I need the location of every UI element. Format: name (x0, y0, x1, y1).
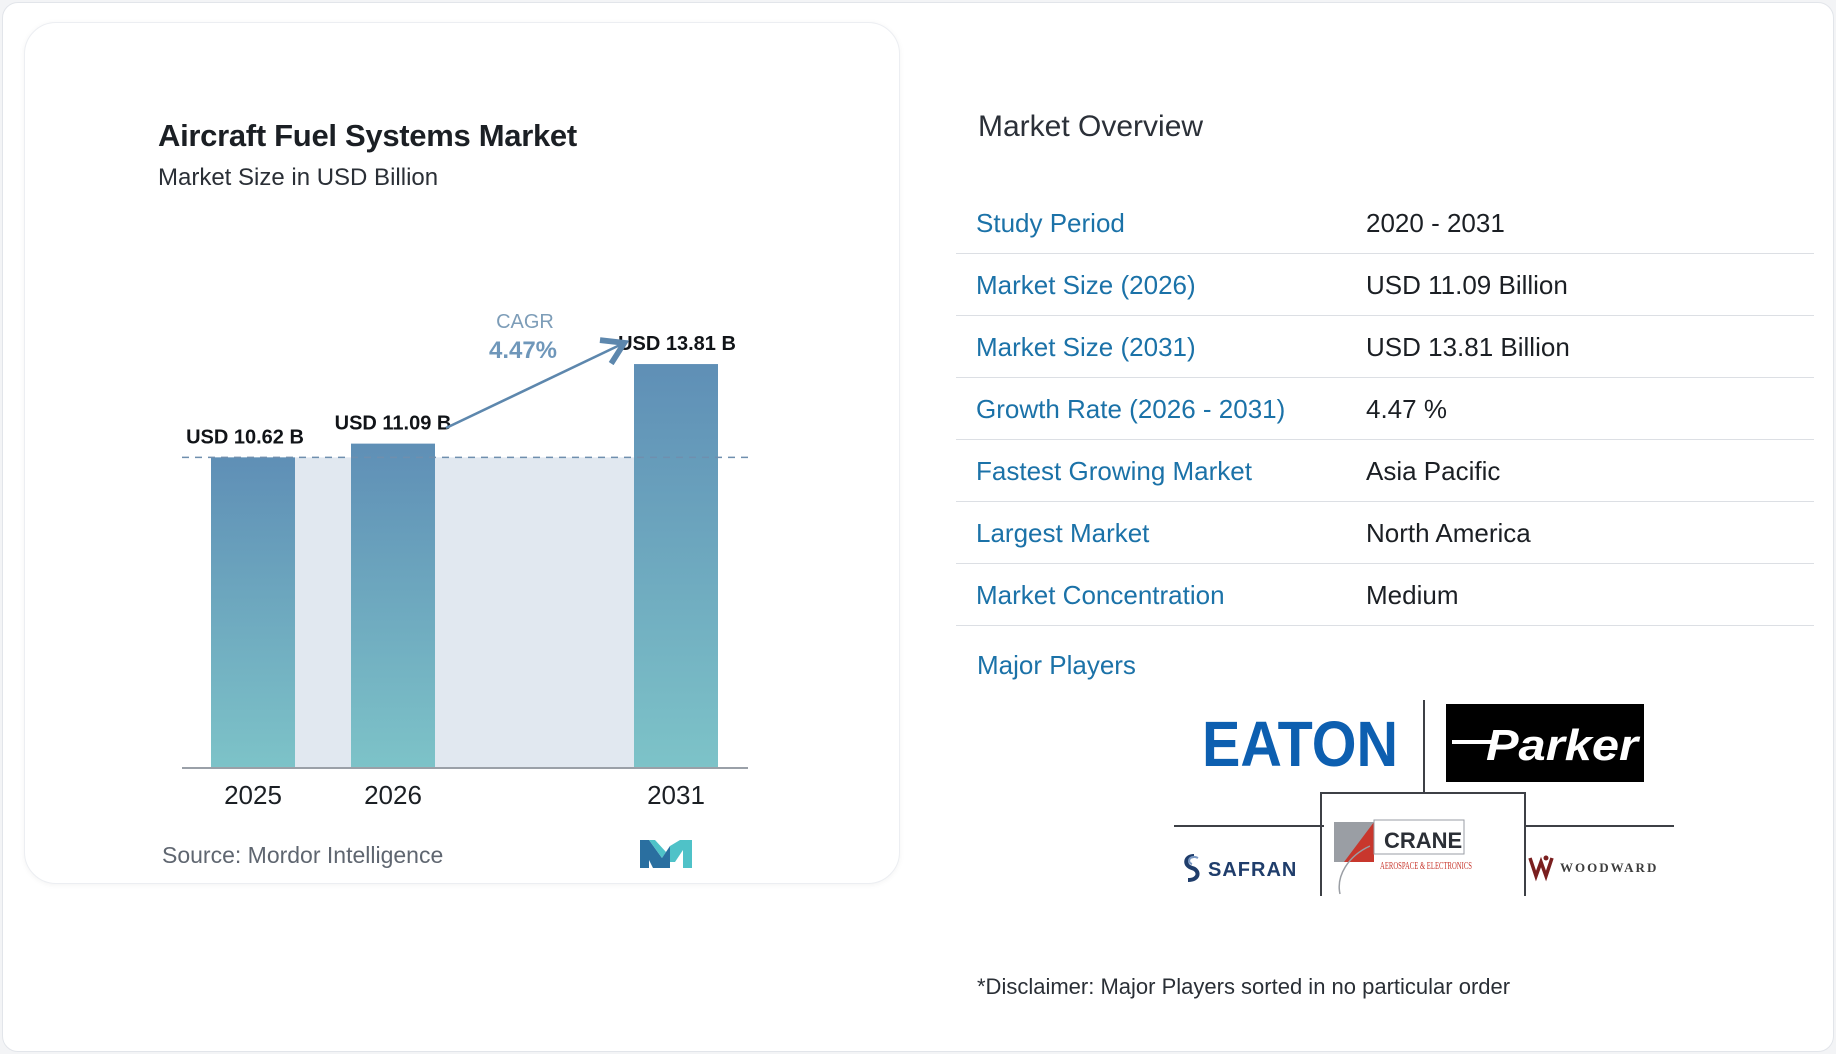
bar-2026 (351, 443, 435, 768)
logo-divider (1423, 700, 1425, 792)
row-value-growth-rate: 4.47 % (1366, 394, 1447, 424)
logo-divider (1524, 792, 1526, 896)
overview-title: Market Overview (978, 110, 1204, 143)
safran-wordmark: SAFRAN (1208, 859, 1297, 881)
overview-row: Growth Rate (2026 - 2031) 4.47 % (956, 378, 1814, 440)
overview-row: Market Size (2031) USD 13.81 Billion (956, 316, 1814, 378)
logo-divider (1174, 825, 1324, 827)
cagr-label: CAGR (496, 311, 554, 333)
row-key-market-size-2026: Market Size (2026) (976, 270, 1196, 300)
safran-logo-icon: SAFRAN (1184, 854, 1297, 882)
bar-2025 (211, 457, 295, 768)
row-value-market-concentration: Medium (1366, 580, 1459, 610)
tick-label-2026: 2026 (364, 780, 422, 810)
tick-label-2031: 2031 (647, 780, 705, 810)
overview-row: Largest Market North America (956, 502, 1814, 564)
overview-table: Study Period 2020 - 2031 Market Size (20… (956, 192, 1814, 626)
logo-divider (1320, 792, 1526, 794)
crane-logo-icon: CRANE AEROSPACE & ELECTRONICS (1334, 819, 1472, 895)
cagr-arrow (445, 337, 630, 430)
data-label-2026: USD 11.09 B (335, 413, 452, 435)
row-value-study-period: 2020 - 2031 (1366, 208, 1505, 238)
row-key-growth-rate: Growth Rate (2026 - 2031) (976, 394, 1286, 424)
logo-divider (1524, 825, 1674, 827)
row-key-largest-market: Largest Market (976, 518, 1150, 548)
row-key-market-size-2031: Market Size (2031) (976, 332, 1196, 362)
chart-subtitle: Market Size in USD Billion (158, 164, 439, 191)
overview-row: Market Size (2026) USD 11.09 Billion (956, 254, 1814, 316)
row-value-fastest-growing: Asia Pacific (1366, 456, 1501, 486)
tick-label-2025: 2025 (224, 780, 282, 810)
crane-wordmark: CRANE (1384, 828, 1462, 853)
crane-subtitle: AEROSPACE & ELECTRONICS (1380, 861, 1472, 872)
x-tick-labels: 2025 2026 2031 (224, 780, 705, 810)
overview-row: Study Period 2020 - 2031 (956, 192, 1814, 254)
logo-divider (1320, 792, 1322, 896)
data-label-2025: USD 10.62 B (186, 426, 304, 448)
major-players-logos: EATON Parker SAFRAN CRANE AEROSPACE & EL… (1170, 700, 1680, 900)
bars (211, 364, 718, 768)
bar-2031 (634, 364, 718, 768)
row-key-study-period: Study Period (976, 208, 1125, 238)
cagr-value: 4.47% (489, 337, 557, 364)
source-text: Source: Mordor Intelligence (162, 842, 444, 868)
row-value-market-size-2026: USD 11.09 Billion (1366, 270, 1568, 300)
woodward-wordmark: WOODWARD (1560, 860, 1658, 875)
mordor-intelligence-logo-icon (640, 840, 692, 868)
data-label-2031: USD 13.81 B (618, 333, 736, 355)
overview-row: Market Concentration Medium (956, 564, 1814, 626)
row-value-largest-market: North America (1366, 518, 1531, 548)
eaton-wordmark: EATON (1202, 712, 1398, 772)
row-value-market-size-2031: USD 13.81 Billion (1366, 332, 1570, 362)
disclaimer-text: *Disclaimer: Major Players sorted in no … (977, 974, 1511, 999)
row-key-market-concentration: Market Concentration (976, 580, 1225, 610)
row-key-fastest-growing: Fastest Growing Market (976, 456, 1252, 486)
parker-wordmark: Parker (1486, 721, 1641, 770)
overview-row: Fastest Growing Market Asia Pacific (956, 440, 1814, 502)
eaton-logo-icon: EATON (1202, 712, 1398, 772)
woodward-logo-icon: WOODWARD (1528, 855, 1658, 882)
chart-title: Aircraft Fuel Systems Market (158, 118, 577, 153)
parker-logo-icon: Parker (1446, 704, 1644, 782)
major-players-title: Major Players (977, 650, 1136, 680)
data-labels: USD 10.62 B USD 11.09 B USD 13.81 B (186, 333, 736, 448)
